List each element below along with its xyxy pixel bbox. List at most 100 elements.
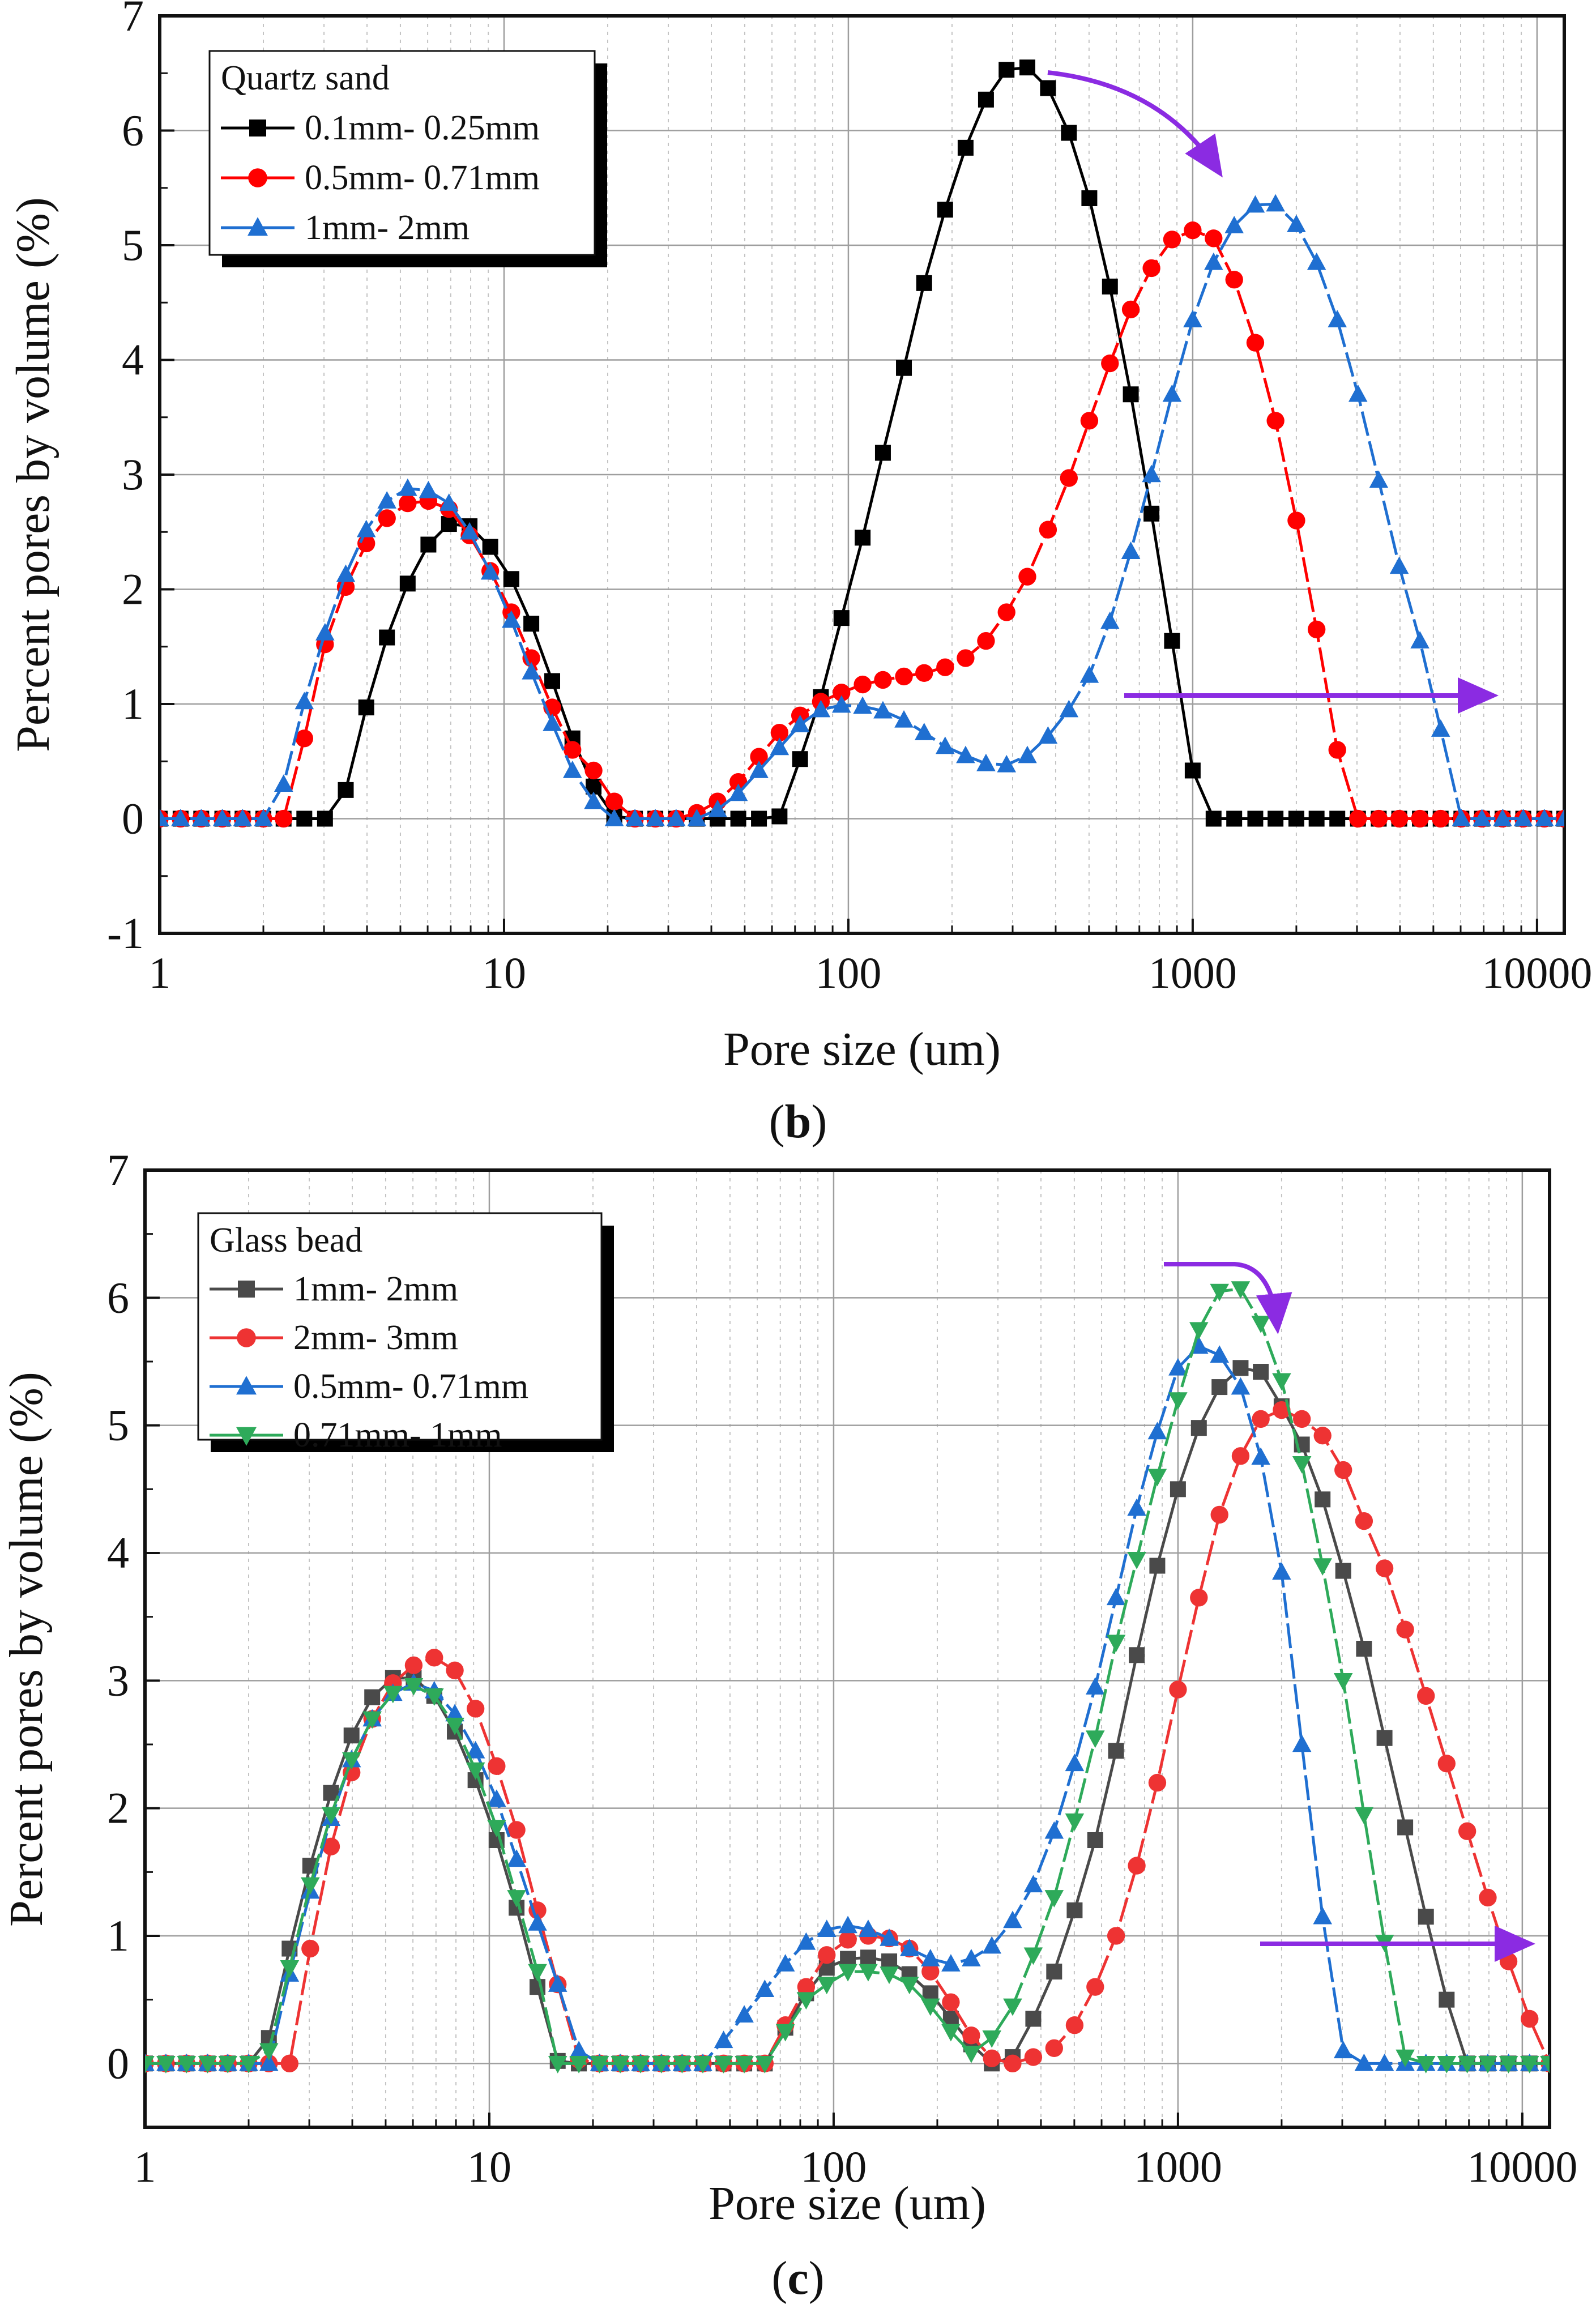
data-point (1038, 726, 1058, 744)
plot-frame-c (143, 1168, 1551, 2129)
data-point (625, 809, 645, 826)
data-point (1231, 1447, 1250, 1465)
data-point (755, 1979, 775, 1997)
data-point (1018, 568, 1036, 586)
data-point (1087, 1832, 1103, 1848)
data-point (315, 622, 335, 641)
data-point (1169, 1680, 1187, 1699)
data-point (687, 809, 707, 826)
axis-ticks-b: 1 10 100 1000 10000 -1 0 1 2 3 4 5 6 7 (107, 0, 1592, 997)
data-point (1184, 221, 1202, 240)
data-point (1513, 809, 1533, 826)
data-point (362, 1711, 382, 1729)
chart-panel-b: 1 10 100 1000 10000 -1 0 1 2 3 4 5 6 7 Pore size (um)… (7, 0, 1592, 1148)
data-point (708, 799, 727, 817)
data-point (977, 632, 995, 650)
data-point (1313, 1427, 1332, 1445)
data-point (342, 1752, 361, 1770)
data-point (1231, 1377, 1251, 1395)
data-point (942, 1993, 960, 2011)
data-point (1040, 80, 1056, 96)
y-tick-label: 0 (107, 2038, 129, 2088)
panel-label-c: c (787, 2252, 808, 2304)
data-point (770, 723, 789, 742)
data-point (1431, 719, 1450, 737)
data-point (543, 713, 562, 731)
x-tick-label: 10000 (1467, 2142, 1577, 2191)
data-point (1210, 1345, 1230, 1363)
data-point (439, 493, 459, 511)
data-point (1004, 2054, 1022, 2073)
data-point (1292, 1456, 1312, 1474)
data-point (1210, 1283, 1230, 1302)
data-point (212, 809, 232, 826)
legend-swatch-marker (249, 120, 266, 136)
data-point (1148, 1773, 1167, 1792)
data-point (1190, 1420, 1207, 1436)
data-point (976, 753, 996, 771)
data-point (1065, 2016, 1084, 2034)
data-point (833, 684, 851, 702)
data-point (1164, 633, 1180, 649)
data-point (1085, 1677, 1105, 1695)
legend-entry: 1mm- 2mm (210, 1270, 458, 1308)
x-tick-label: 10 (467, 2142, 511, 2191)
data-point (1205, 229, 1223, 248)
data-point (796, 1932, 816, 1950)
data-point (1246, 334, 1265, 352)
data-point (775, 2024, 795, 2042)
curved-arrow-annotation (1047, 70, 1223, 178)
data-point (997, 754, 1017, 773)
data-point (728, 783, 748, 801)
x-tick-label: 10 (482, 948, 526, 997)
data-point (1129, 1647, 1145, 1663)
data-point (1288, 810, 1304, 827)
data-point (604, 809, 624, 826)
data-point (771, 808, 788, 825)
data-point (920, 1998, 940, 2016)
data-point (1147, 1422, 1167, 1440)
data-point (978, 91, 994, 108)
data-point (1313, 1906, 1333, 1925)
data-point (523, 616, 540, 632)
legend-label: 2mm- 3mm (293, 1319, 458, 1357)
legend-label: 0.5mm- 0.71mm (305, 159, 540, 197)
data-point (1100, 611, 1120, 629)
legend-c: Glass bead 1mm- 2mm 2mm- 3mm 0.5mm- 0.71mm 0… (197, 1212, 614, 1454)
data-point (446, 1661, 464, 1679)
data-point (880, 1966, 899, 1985)
data-point (317, 810, 333, 827)
data-point (899, 1977, 919, 1995)
data-point (895, 667, 913, 686)
data-point (548, 1974, 567, 1992)
data-point (1127, 1498, 1146, 1516)
data-point (259, 2053, 279, 2071)
data-point (1081, 190, 1098, 206)
data-point (1499, 1952, 1518, 1970)
series-group-b (160, 59, 1564, 828)
data-point (831, 695, 851, 713)
data-point (1376, 1730, 1393, 1746)
data-point (1226, 810, 1243, 827)
data-point (855, 530, 871, 546)
data-point (838, 1964, 857, 1982)
data-point (1163, 231, 1181, 249)
data-point (860, 1949, 876, 1966)
data-point (1045, 2039, 1064, 2057)
data-point (1225, 271, 1243, 289)
legend-label: 1mm- 2mm (305, 208, 470, 247)
data-point (1210, 1505, 1228, 1524)
data-point (1458, 1822, 1476, 1840)
data-point (750, 748, 768, 766)
data-point (735, 2056, 754, 2073)
data-point (398, 478, 417, 496)
series-group-c (145, 1281, 1550, 2073)
y-tick-label: 4 (122, 335, 144, 385)
data-point (1024, 2048, 1043, 2066)
data-point (1023, 1947, 1043, 1965)
y-tick-label: 0 (122, 794, 144, 843)
data-point (1123, 386, 1139, 403)
legend-box (208, 50, 596, 256)
data-point (218, 2056, 238, 2073)
data-point (935, 736, 955, 754)
